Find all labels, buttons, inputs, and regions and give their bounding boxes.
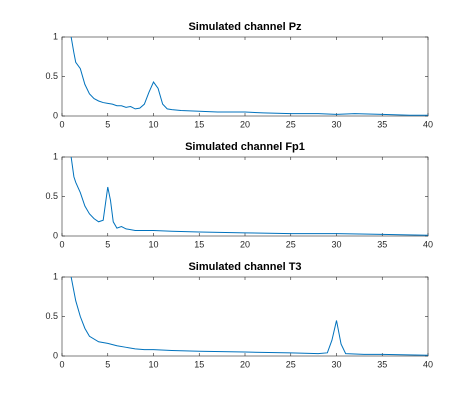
x-tick-label: 5 <box>105 239 110 249</box>
y-tick-label: 1 <box>53 151 58 161</box>
line <box>70 37 428 116</box>
y-tick-label: 0 <box>53 230 58 240</box>
x-tick-label: 40 <box>423 119 433 129</box>
x-tick-label: 20 <box>240 239 250 249</box>
x-tick-label: 20 <box>240 119 250 129</box>
x-tick-label: 15 <box>194 239 204 249</box>
x-tick-label: 35 <box>377 359 387 369</box>
x-tick-label: 0 <box>59 359 64 369</box>
y-tick-label: 0.5 <box>45 311 58 321</box>
line <box>70 277 428 356</box>
x-tick-label: 10 <box>148 239 158 249</box>
y-tick-label: 1 <box>53 31 58 41</box>
x-tick-label: 15 <box>194 119 204 129</box>
chart-title: Simulated channel Pz <box>188 21 302 33</box>
x-tick-label: 20 <box>240 359 250 369</box>
x-tick-label: 25 <box>286 119 296 129</box>
x-tick-label: 25 <box>286 359 296 369</box>
chart-title: Simulated channel T3 <box>188 261 301 273</box>
x-tick-label: 15 <box>194 359 204 369</box>
y-tick-label: 1 <box>53 271 58 281</box>
x-tick-label: 25 <box>286 239 296 249</box>
x-tick-label: 30 <box>331 239 341 249</box>
y-tick-label: 0.5 <box>45 191 58 201</box>
line <box>70 157 428 236</box>
x-tick-label: 35 <box>377 239 387 249</box>
y-tick-label: 0 <box>53 110 58 120</box>
x-tick-label: 5 <box>105 119 110 129</box>
x-tick-label: 30 <box>331 119 341 129</box>
plot-area <box>61 36 429 117</box>
x-tick-label: 0 <box>59 239 64 249</box>
x-tick-label: 0 <box>59 119 64 129</box>
x-tick-label: 40 <box>423 359 433 369</box>
x-tick-label: 10 <box>148 119 158 129</box>
y-tick-label: 0 <box>53 350 58 360</box>
x-tick-label: 40 <box>423 239 433 249</box>
x-tick-label: 5 <box>105 359 110 369</box>
x-tick-label: 35 <box>377 119 387 129</box>
plot-area <box>61 156 429 237</box>
y-tick-label: 0.5 <box>45 71 58 81</box>
x-tick-label: 10 <box>148 359 158 369</box>
chart-title: Simulated channel Fp1 <box>185 141 305 153</box>
plot-area <box>61 276 429 357</box>
x-tick-label: 30 <box>331 359 341 369</box>
